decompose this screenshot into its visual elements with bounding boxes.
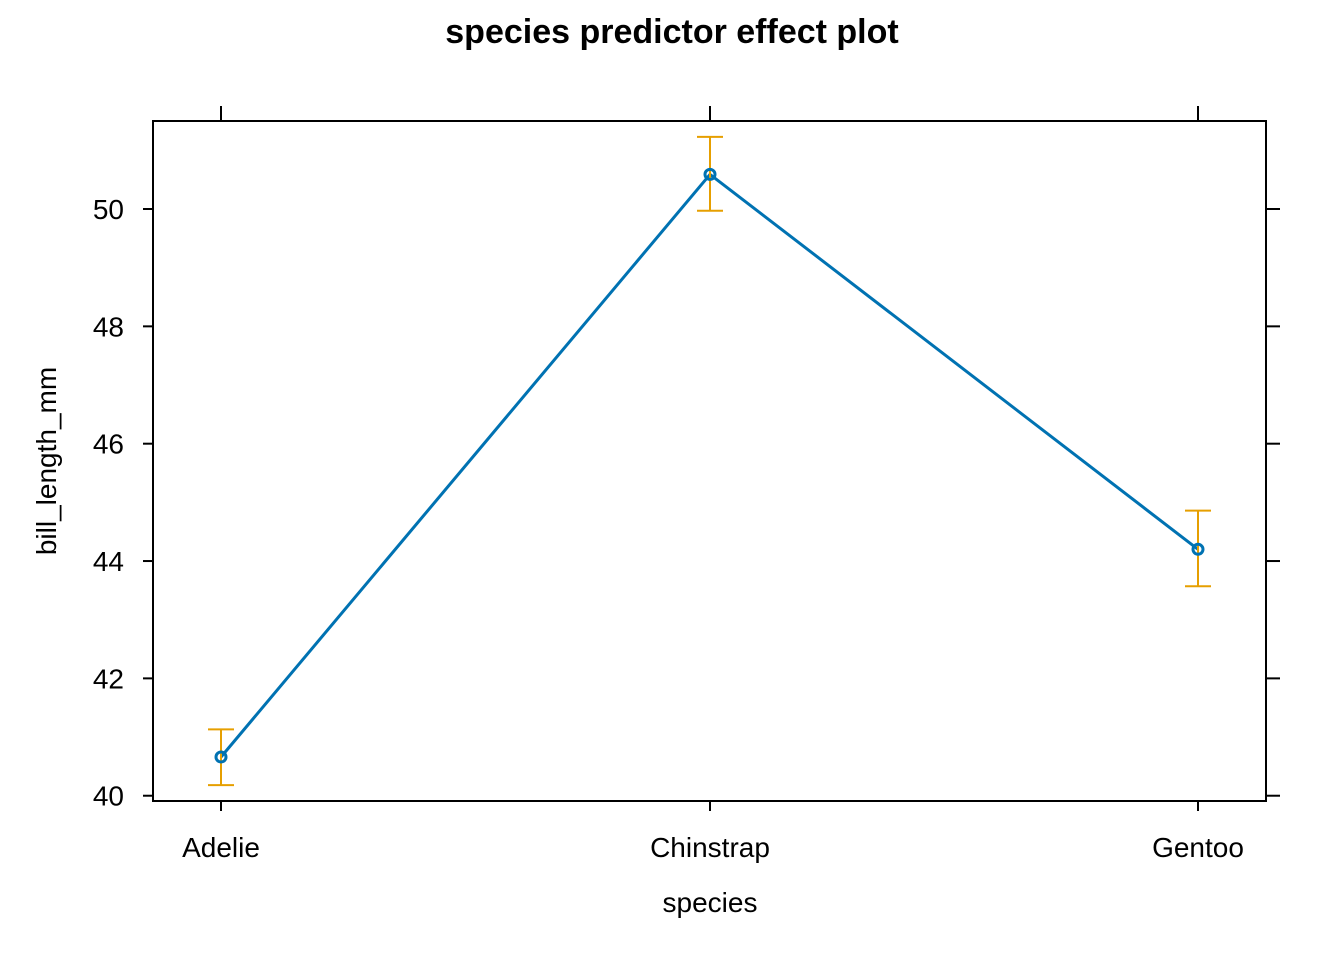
y-tick-label: 48	[93, 311, 124, 342]
x-tick-label: Gentoo	[1152, 832, 1244, 863]
data-point	[1191, 542, 1205, 556]
x-axis-label: species	[663, 887, 758, 918]
y-axis-label: bill_length_mm	[31, 367, 62, 555]
data-point	[214, 750, 228, 764]
y-tick-label: 46	[93, 429, 124, 460]
plot-frame	[152, 120, 1267, 802]
x-tick-label: Chinstrap	[650, 832, 770, 863]
y-tick-label: 50	[93, 194, 124, 225]
y-tick-label: 40	[93, 781, 124, 812]
chart-title: species predictor effect plot	[445, 13, 898, 51]
data-point	[703, 167, 717, 181]
y-tick-label: 42	[93, 663, 124, 694]
series-line	[219, 172, 1199, 758]
y-tick-label: 44	[93, 546, 124, 577]
x-tick-label: Adelie	[182, 832, 260, 863]
